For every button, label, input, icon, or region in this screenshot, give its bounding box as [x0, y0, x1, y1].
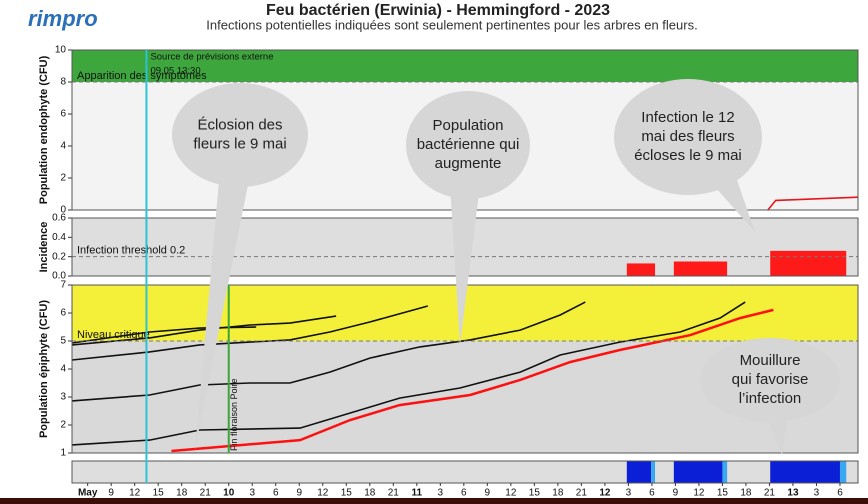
- callout-text: augmente: [435, 155, 502, 172]
- callout-bubble: [614, 79, 762, 195]
- bar: [626, 263, 656, 276]
- x-tick-label: 3: [626, 488, 632, 499]
- x-tick-label: 12: [317, 488, 329, 499]
- x-tick-label: 21: [200, 488, 212, 499]
- x-tick-label: 3: [438, 488, 444, 499]
- y-tick-label: 1: [60, 448, 66, 459]
- y-tick-label: 2: [60, 173, 66, 184]
- x-tick-label: 18: [740, 488, 752, 499]
- x-tick-label: 9: [108, 488, 114, 499]
- line: [171, 308, 774, 453]
- y-tick-label: 3: [60, 392, 66, 403]
- callout-text: Mouillure: [740, 352, 801, 369]
- callout-text: qui favorise: [732, 371, 809, 388]
- x-tick-label: May: [78, 488, 98, 499]
- x-tick-label: 15: [341, 488, 353, 499]
- x-tick-label: 9: [485, 488, 491, 499]
- y-tick-label: 5: [60, 336, 66, 347]
- plot-frame: [71, 460, 859, 484]
- x-tick-label: 3: [249, 488, 255, 499]
- x-tick-label: 15: [717, 488, 729, 499]
- bar: [722, 461, 728, 483]
- threshold-label: Apparition des symptômes: [77, 70, 207, 82]
- x-tick-label: 21: [764, 488, 776, 499]
- x-tick-label: 6: [273, 488, 279, 499]
- y-tick-label: 0.4: [52, 232, 66, 243]
- y-tick-label: 0.2: [52, 251, 66, 262]
- x-tick-label: 12: [599, 488, 611, 499]
- x-tick-label: 12: [129, 488, 141, 499]
- callout-bubble: [172, 83, 308, 187]
- y-axis-label: Population épiphyte (CFU): [38, 300, 50, 438]
- bar: [626, 461, 652, 483]
- x-tick-label: 13: [787, 488, 799, 499]
- marker-label: Fin floraison Poire: [229, 378, 239, 451]
- line: [71, 301, 586, 402]
- x-tick-label: 15: [529, 488, 541, 499]
- y-axis-label: Population endophyte (CFU): [38, 55, 50, 204]
- callout-text: Infection le 12: [641, 109, 734, 126]
- bar: [770, 461, 840, 483]
- y-tick-label: 2: [60, 420, 66, 431]
- bar: [770, 250, 847, 276]
- marker-label: 09.05 13:30: [150, 66, 200, 77]
- threshold-label: Infection threshold 0.2: [77, 245, 185, 257]
- callout-text: Population: [433, 117, 504, 134]
- callout-text: l’infection: [739, 390, 802, 407]
- bar: [673, 261, 728, 276]
- line: [767, 196, 859, 211]
- marker-label: Source de prévisions externe: [150, 52, 273, 63]
- x-tick-label: 10: [223, 488, 235, 499]
- x-tick-label: 18: [552, 488, 564, 499]
- x-tick-label: 18: [364, 488, 376, 499]
- callout-text: Éclosion des: [197, 116, 282, 133]
- screen-edge: [0, 498, 868, 504]
- callout-text: écloses le 9 mai: [634, 147, 742, 164]
- y-tick-label: 0: [60, 205, 66, 216]
- y-tick-label: 0.0: [52, 271, 66, 282]
- bar: [651, 461, 656, 483]
- y-tick-label: 4: [60, 141, 66, 152]
- chart-title: Feu bactérien (Erwinia) - Hemmingford - …: [266, 2, 610, 19]
- y-tick-label: 6: [60, 308, 66, 319]
- y-tick-label: 8: [60, 77, 66, 88]
- x-tick-label: 21: [388, 488, 400, 499]
- bar: [839, 461, 847, 483]
- threshold-label: Niveau critique: [77, 329, 150, 341]
- line: [71, 301, 746, 446]
- x-tick-label: 21: [576, 488, 588, 499]
- callouts: Source de prévisions externe 09.05 13:30 F…: [145, 50, 840, 483]
- y-tick-label: 4: [60, 364, 66, 375]
- x-tick-label: 6: [649, 488, 655, 499]
- x-tick-label: 15: [153, 488, 165, 499]
- bar: [673, 461, 723, 483]
- x-tick-label: 12: [693, 488, 705, 499]
- x-tick-label: 18: [176, 488, 188, 499]
- y-axis-label: Incidence: [38, 222, 50, 273]
- callout-tail: [450, 185, 480, 345]
- x-tick-label: 6: [837, 488, 843, 499]
- band: [72, 50, 858, 82]
- callout-text: fleurs le 9 mai: [193, 135, 286, 152]
- plot-background: [72, 461, 858, 483]
- y-tick-label: 0.6: [52, 213, 66, 224]
- x-tick-label: 9: [673, 488, 679, 499]
- x-tick-label: 6: [461, 488, 467, 499]
- x-tick-label: 12: [505, 488, 517, 499]
- x-tick-label: 9: [296, 488, 302, 499]
- callout-bubble: [700, 338, 840, 422]
- callout-text: mai des fleurs: [641, 128, 734, 145]
- callout-tail: [195, 170, 250, 450]
- x-tick-label: 3: [814, 488, 820, 499]
- y-tick-label: 6: [60, 109, 66, 120]
- callout-text: bactérienne qui: [417, 136, 520, 153]
- logo: rimpro: [28, 6, 98, 31]
- y-tick-label: 10: [55, 45, 67, 56]
- chart-subtitle: Infections potentielles indiquées sont s…: [206, 17, 697, 32]
- y-tick-label: 7: [60, 280, 66, 291]
- x-tick-label: 11: [412, 488, 423, 499]
- callout-bubble: [406, 91, 530, 199]
